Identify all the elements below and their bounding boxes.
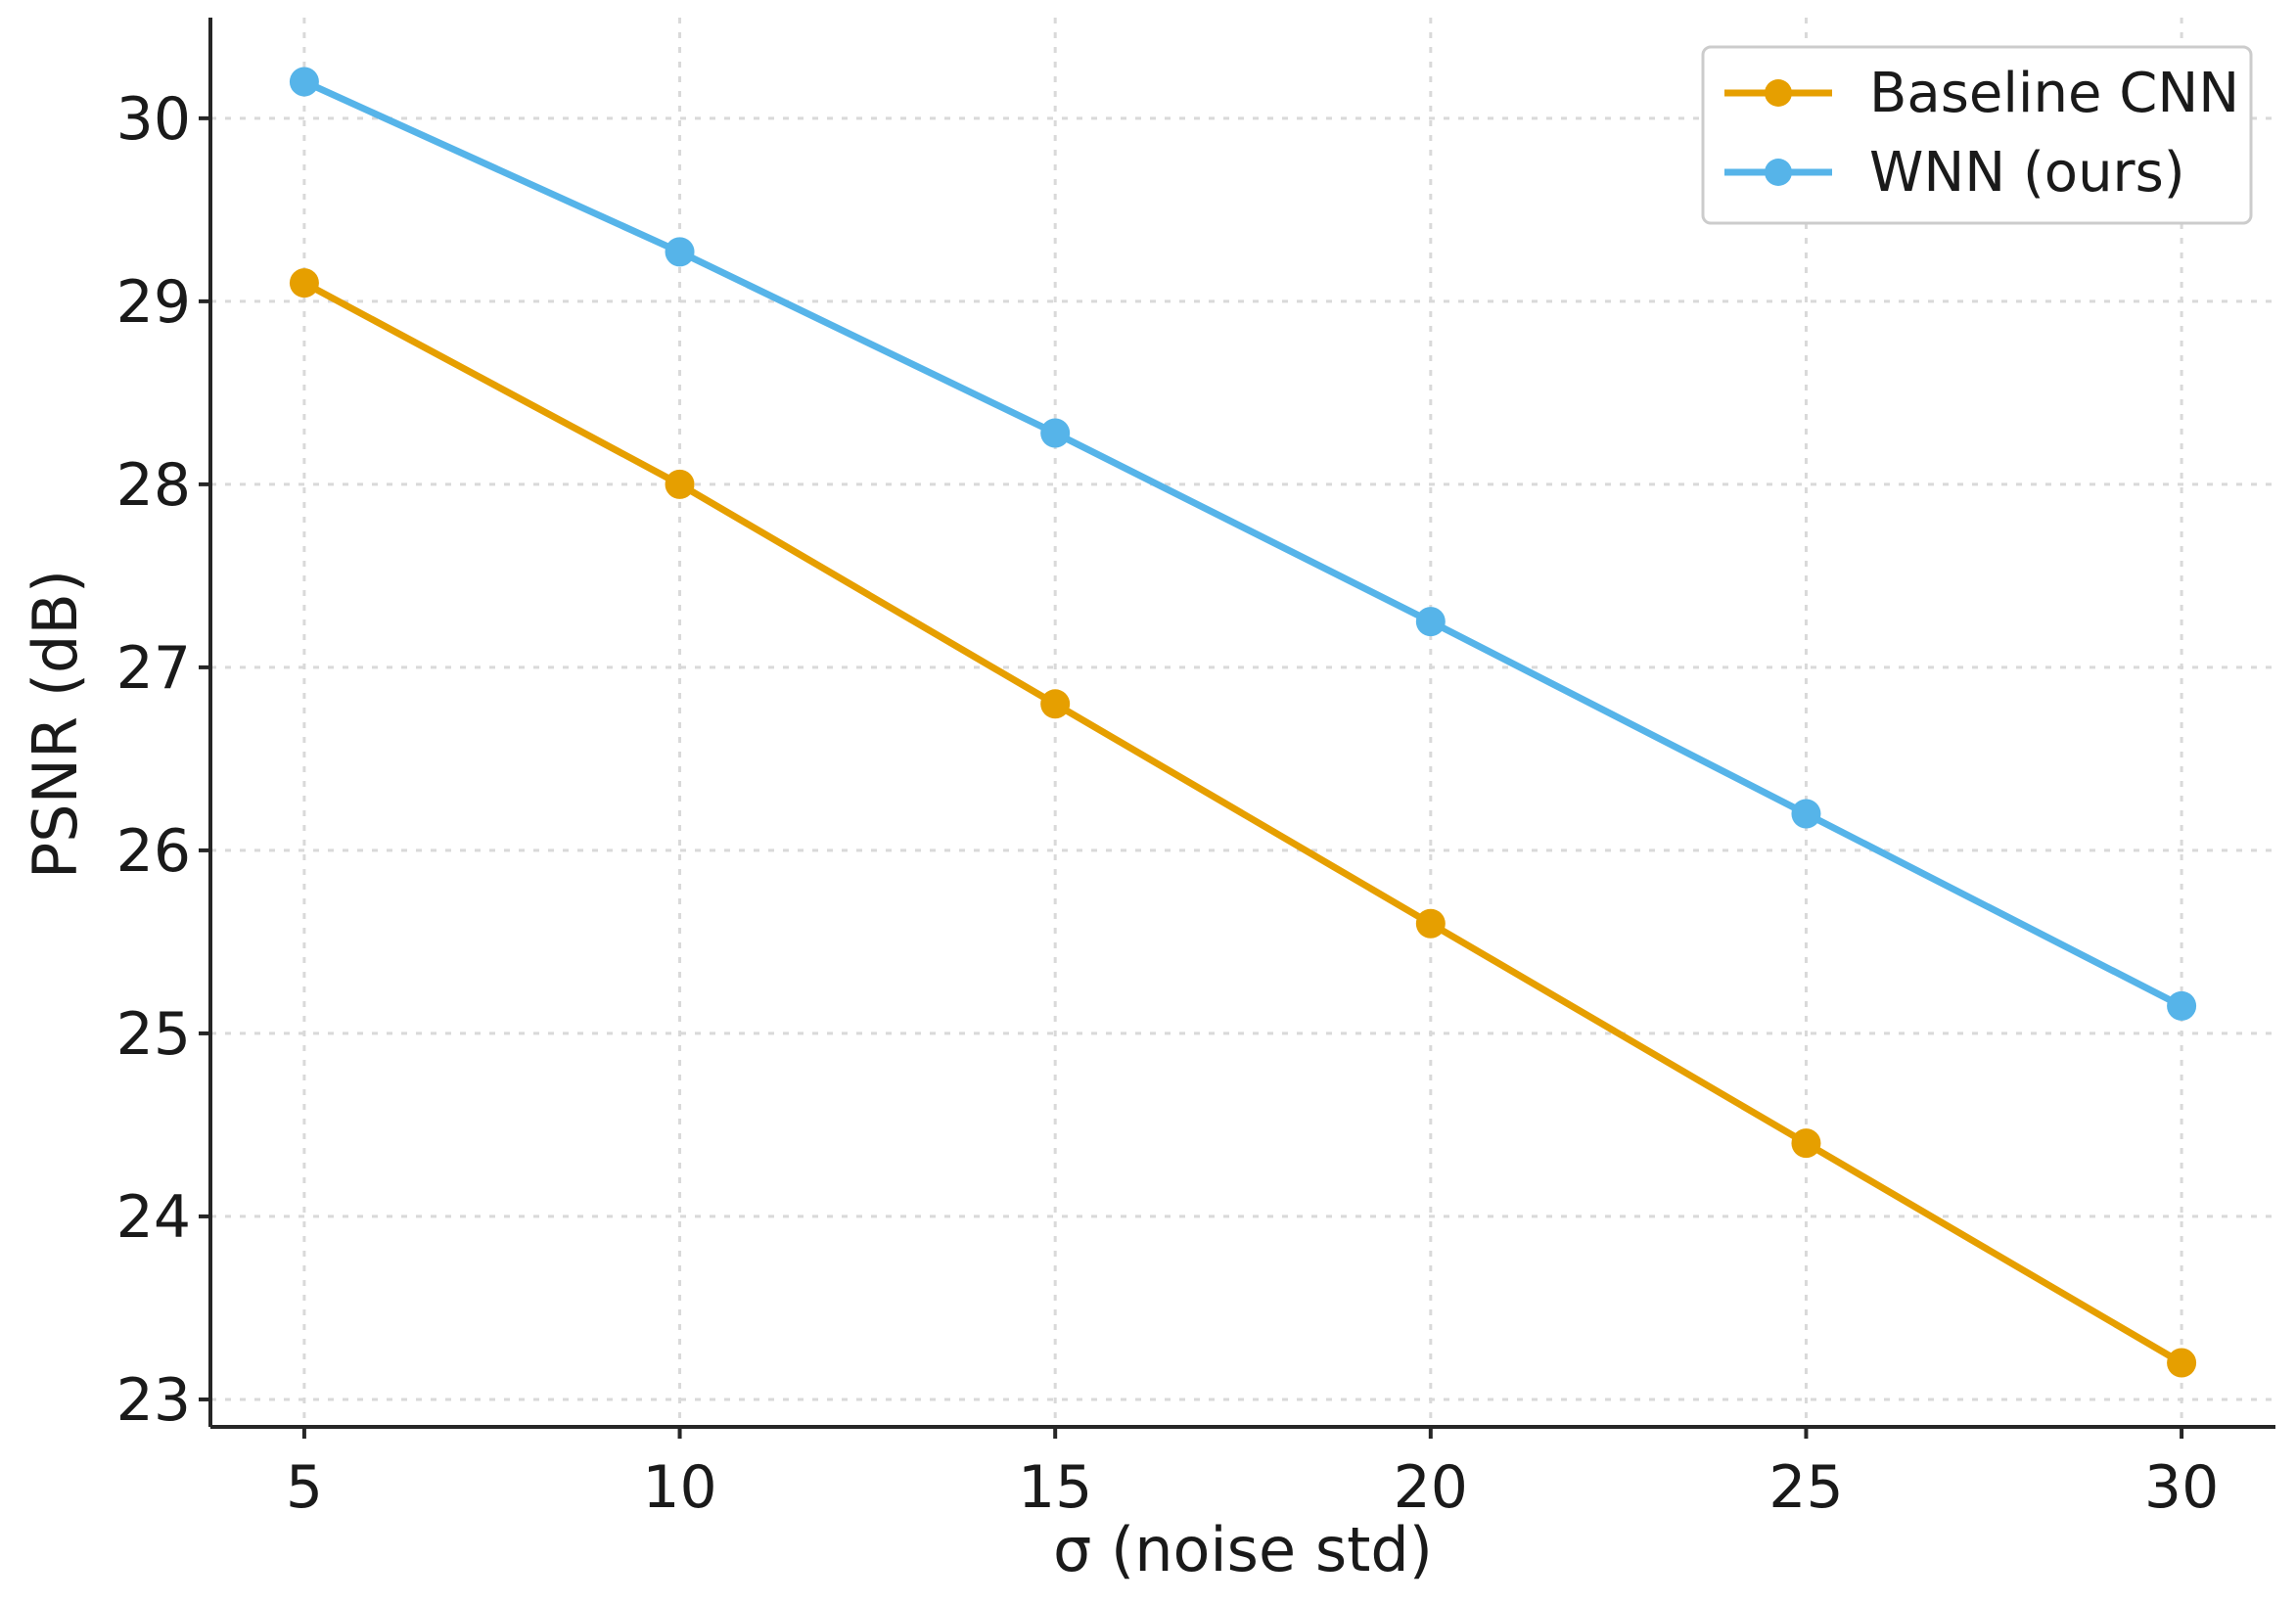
- data-point-baseline-15: [1040, 689, 1071, 719]
- x-tick-label-20: 20: [1394, 1453, 1468, 1522]
- data-point-wnn-20: [1415, 607, 1446, 637]
- data-point-baseline-20: [1415, 908, 1446, 939]
- y-tick-label-30: 30: [116, 85, 191, 154]
- legend-label-wnn: WNN (ours): [1869, 141, 2185, 205]
- x-tick-label-5: 5: [286, 1453, 323, 1522]
- axes: [208, 18, 2275, 1429]
- x-tick-label-15: 15: [1018, 1453, 1092, 1522]
- legend-marker-wnn: [1765, 159, 1792, 186]
- y-axis-label: PSNR (dB): [20, 570, 91, 879]
- data-point-wnn-30: [2167, 990, 2197, 1021]
- ticks: 5 10 15 20 25 30 23 24 25 26 27 28 29 30: [116, 85, 2220, 1522]
- data-point-wnn-10: [665, 237, 695, 267]
- legend: Baseline CNN WNN (ours): [1701, 45, 2253, 225]
- series-layer: [289, 67, 2197, 1378]
- data-point-wnn-25: [1791, 799, 1821, 829]
- x-tick-label-25: 25: [1768, 1453, 1843, 1522]
- data-point-baseline-30: [2167, 1348, 2197, 1378]
- y-tick-label-26: 26: [116, 817, 191, 886]
- data-point-baseline-5: [289, 268, 319, 298]
- series-line-wnn: [302, 78, 2183, 1009]
- legend-label-baseline: Baseline CNN: [1869, 62, 2239, 125]
- series-line-baseline: [302, 280, 2183, 1366]
- data-point-baseline-10: [665, 469, 695, 499]
- y-tick-label-24: 24: [116, 1183, 191, 1252]
- y-tick-label-23: 23: [116, 1366, 191, 1435]
- y-tick-label-28: 28: [116, 451, 191, 520]
- y-tick-label-27: 27: [116, 634, 191, 703]
- grid: [210, 18, 2275, 1427]
- x-tick-label-10: 10: [642, 1453, 716, 1522]
- data-point-wnn-5: [289, 67, 319, 97]
- y-tick-label-29: 29: [116, 268, 191, 337]
- legend-box: [1701, 45, 2253, 225]
- y-tick-label-25: 25: [116, 1000, 191, 1069]
- data-point-baseline-25: [1791, 1128, 1821, 1159]
- data-point-wnn-15: [1040, 418, 1071, 448]
- legend-marker-baseline: [1765, 79, 1792, 107]
- x-tick-label-30: 30: [2144, 1453, 2219, 1522]
- x-axis-label: σ (noise std): [1053, 1514, 1433, 1585]
